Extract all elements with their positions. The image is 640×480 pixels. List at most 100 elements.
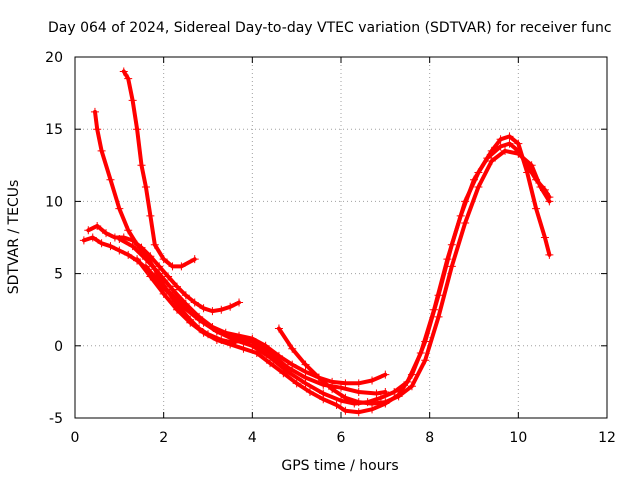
axis-ticks: 0 2 4 6 8 10 12 -5 0 5 10 15 20 [45, 50, 616, 446]
data-point [106, 175, 115, 184]
data-point [133, 125, 142, 134]
data-point [341, 393, 350, 402]
data-point [226, 340, 235, 349]
data-point [266, 353, 275, 362]
data-point [292, 379, 301, 388]
data-point [168, 262, 177, 271]
data-point [305, 388, 314, 397]
data-point [301, 360, 310, 369]
data-point [341, 379, 350, 388]
x-axis-label: GPS time / hours [281, 458, 398, 474]
data-series-group [79, 67, 554, 417]
data-point [288, 360, 297, 369]
series-line [276, 148, 552, 406]
data-point [133, 255, 142, 264]
data-point [235, 331, 244, 340]
data-point [248, 334, 257, 343]
chart-title: Day 064 of 2024, Sidereal Day-to-day VTE… [48, 20, 612, 36]
data-point [496, 135, 505, 144]
data-point [124, 74, 133, 83]
data-point [501, 146, 510, 155]
data-point [124, 226, 133, 235]
data-point [235, 298, 244, 307]
x-tick-label: 8 [425, 430, 434, 446]
data-point [368, 376, 377, 385]
data-point [483, 154, 492, 163]
data-point [390, 388, 399, 397]
data-point [84, 226, 93, 235]
data-point [141, 182, 150, 191]
data-point [199, 328, 208, 337]
data-point [456, 211, 465, 220]
data-point [403, 377, 412, 386]
data-point [150, 240, 159, 249]
data-point [394, 392, 403, 401]
data-point [168, 285, 177, 294]
data-point [434, 312, 443, 321]
data-point [155, 269, 164, 278]
data-point [337, 396, 345, 405]
data-point [496, 142, 505, 151]
x-tick-label: 12 [598, 430, 616, 446]
data-point [93, 221, 102, 230]
data-point [505, 139, 514, 148]
data-point [261, 341, 270, 350]
x-tick-label: 0 [71, 430, 80, 446]
data-point [372, 389, 381, 398]
series-line [93, 109, 237, 345]
data-point [190, 298, 199, 307]
series-line [143, 141, 552, 406]
data-point [332, 401, 341, 410]
data-point [274, 324, 283, 333]
data-point [381, 398, 390, 407]
data-point [141, 262, 150, 271]
data-point [248, 341, 257, 350]
data-point [328, 385, 337, 394]
data-point [337, 383, 345, 392]
data-point [407, 382, 416, 391]
series-trace-g [141, 139, 554, 408]
series-line [135, 134, 552, 415]
data-point [141, 255, 150, 264]
series-trace-e [115, 234, 390, 388]
data-point [461, 219, 470, 228]
data-point [212, 327, 221, 336]
data-point [301, 379, 310, 388]
data-point [354, 408, 363, 417]
x-tick-label: 4 [248, 430, 257, 446]
data-point [146, 252, 155, 261]
data-point [155, 262, 164, 271]
data-point [172, 305, 181, 314]
data-point [421, 356, 430, 365]
series-trace-h [274, 146, 554, 408]
x-tick-label: 10 [509, 430, 527, 446]
series-line [81, 235, 388, 396]
data-point [230, 336, 239, 345]
data-point [190, 255, 199, 264]
data-point [115, 234, 124, 243]
x-tick-label: 2 [159, 430, 168, 446]
series-line [86, 223, 241, 314]
data-point [217, 305, 226, 314]
data-point [172, 282, 181, 291]
data-point [354, 388, 363, 397]
data-point [79, 236, 88, 245]
data-point [274, 351, 283, 360]
data-point [195, 315, 204, 324]
data-point [514, 149, 523, 158]
data-point [536, 182, 545, 191]
data-point [545, 250, 554, 259]
data-point [115, 246, 124, 255]
data-point [208, 307, 217, 316]
y-tick-label: -5 [49, 411, 63, 427]
data-point [119, 67, 128, 76]
data-point [177, 262, 186, 271]
data-point [177, 301, 186, 310]
data-point [212, 336, 221, 345]
y-axis-label: SDTVAR / TECUs [6, 180, 22, 295]
series-trace-d [79, 233, 390, 398]
data-point [430, 305, 439, 314]
data-point [199, 304, 208, 313]
y-tick-label: 15 [45, 122, 63, 138]
